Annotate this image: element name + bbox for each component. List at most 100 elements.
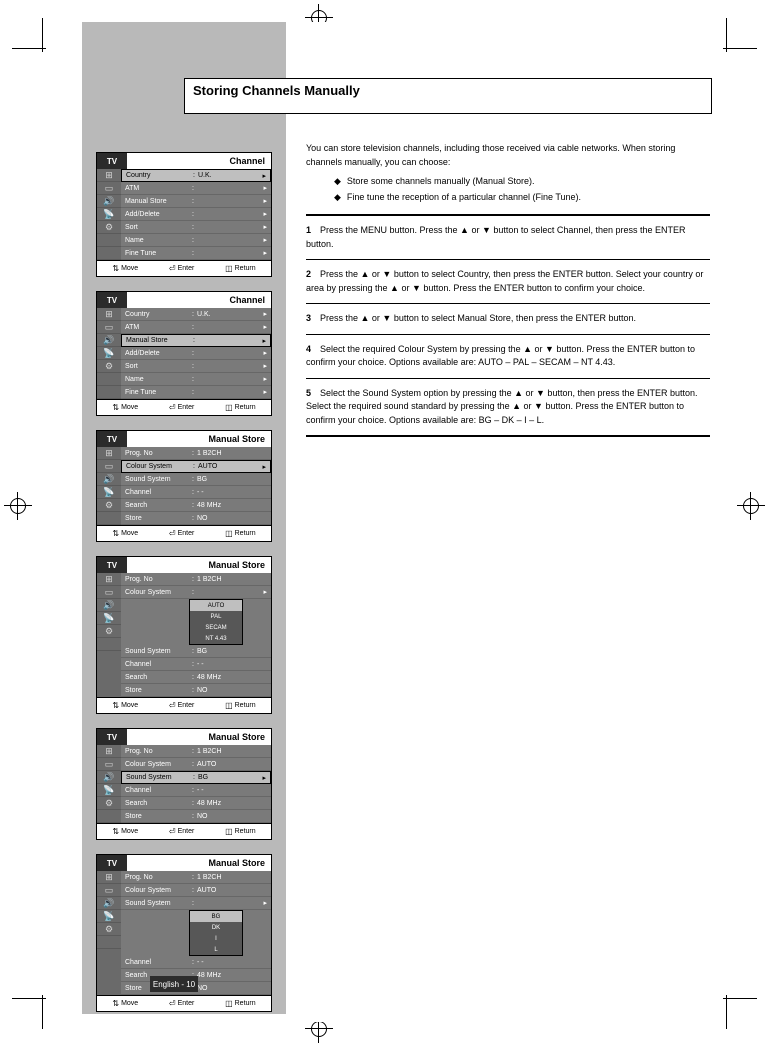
dropdown-option[interactable]: SECAM xyxy=(190,622,242,633)
enter-icon: ⏎ xyxy=(169,529,176,538)
separator xyxy=(306,334,710,335)
menu-row[interactable]: Sort : ▸ xyxy=(121,221,271,234)
menu-row[interactable]: Colour System : AUTO ▸ xyxy=(121,460,271,473)
row-value: 48 MHz xyxy=(197,800,259,807)
menu-row[interactable]: Sound System : BG xyxy=(121,645,271,658)
menu-category-icon: 🔊 xyxy=(97,473,121,486)
chevron-right-icon: ▸ xyxy=(259,349,267,357)
row-value: - - xyxy=(197,959,259,966)
menu-row[interactable]: Colour System : AUTO xyxy=(121,884,271,897)
dropdown-menu[interactable]: AUTOPALSECAMNT 4.43 xyxy=(189,599,243,645)
row-value: - - xyxy=(197,489,259,496)
row-value: U.K. xyxy=(198,172,258,179)
menu-row[interactable]: Store : NO xyxy=(121,512,271,525)
menu-category-icon: 📡 xyxy=(97,612,121,625)
row-label: Sound System xyxy=(126,774,190,781)
menu-category-icon: ⊞ xyxy=(97,447,121,460)
menu-row[interactable]: Colour System : ▸ xyxy=(121,586,271,599)
row-label: Manual Store xyxy=(125,198,189,205)
menu-row[interactable]: Channel : - - xyxy=(121,486,271,499)
chevron-right-icon: ▸ xyxy=(258,337,266,345)
menu-row[interactable]: Search : 48 MHz xyxy=(121,499,271,512)
menu-row[interactable]: Add/Delete : ▸ xyxy=(121,347,271,360)
dropdown-option[interactable]: DK xyxy=(190,922,242,933)
menu-row[interactable]: Channel : - - xyxy=(121,784,271,797)
dropdown-option[interactable]: NT 4.43 xyxy=(190,633,242,644)
menu-row[interactable]: Fine Tune : ▸ xyxy=(121,247,271,260)
menu-row[interactable]: Store : NO xyxy=(121,810,271,823)
tv-badge: TV xyxy=(97,557,127,573)
menu-row[interactable]: Sort : ▸ xyxy=(121,360,271,373)
enter-icon: ⏎ xyxy=(169,264,176,273)
row-label: Search xyxy=(125,502,189,509)
return-icon: ◫ xyxy=(225,701,233,710)
bullet-item: ◆Store some channels manually (Manual St… xyxy=(334,175,710,189)
row-value: NO xyxy=(197,813,259,820)
menu-row[interactable]: Fine Tune : ▸ xyxy=(121,386,271,399)
row-label: Add/Delete xyxy=(125,211,189,218)
menu-row[interactable]: Sound System : BG ▸ xyxy=(121,771,271,784)
menu-row[interactable]: Manual Store : ▸ xyxy=(121,195,271,208)
menu-row[interactable]: ATM : ▸ xyxy=(121,321,271,334)
menu-category-icon: ⚙ xyxy=(97,221,121,234)
row-label: Country xyxy=(126,172,190,179)
menu-row[interactable]: Name : ▸ xyxy=(121,234,271,247)
intro-text: You can store television channels, inclu… xyxy=(306,142,710,204)
enter-icon: ⏎ xyxy=(169,403,176,412)
menu-category-icon: ▭ xyxy=(97,460,121,473)
dropdown-option[interactable]: I xyxy=(190,933,242,944)
menu-category-icon xyxy=(97,936,121,949)
menu-row[interactable]: Sound System : ▸ xyxy=(121,897,271,910)
menu-row[interactable]: Country : U.K. ▸ xyxy=(121,308,271,321)
menu-row[interactable]: Store : NO xyxy=(121,684,271,697)
chevron-right-icon: ▸ xyxy=(258,172,266,180)
menu-row[interactable]: Sound System : BG xyxy=(121,473,271,486)
menu-row[interactable]: Search : 48 MHz xyxy=(121,797,271,810)
tv-menu-card: TV Manual Store⊞▭🔊📡⚙Prog. No : 1 B2CH Co… xyxy=(96,556,272,714)
dropdown-option[interactable]: L xyxy=(190,944,242,955)
row-value: 1 B2CH xyxy=(197,450,259,457)
row-label: ATM xyxy=(125,185,189,192)
row-value: 1 B2CH xyxy=(197,874,259,881)
card-title: Channel xyxy=(127,153,271,169)
menu-row[interactable]: Channel : - - xyxy=(121,956,271,969)
step-5: 5Select the Sound System option by press… xyxy=(306,387,710,428)
menu-row[interactable]: Country : U.K. ▸ xyxy=(121,169,271,182)
dropdown-option[interactable]: AUTO xyxy=(190,600,242,611)
dropdown-option[interactable]: BG xyxy=(190,911,242,922)
page-number: English - 10 xyxy=(150,976,198,992)
updown-icon: ⇅ xyxy=(112,999,119,1008)
chevron-right-icon: ▸ xyxy=(258,774,266,782)
menu-row[interactable]: Search : 48 MHz xyxy=(121,671,271,684)
menu-category-icon: 📡 xyxy=(97,486,121,499)
separator xyxy=(306,378,710,379)
menu-row[interactable]: Prog. No : 1 B2CH xyxy=(121,447,271,460)
menu-row[interactable]: Prog. No : 1 B2CH xyxy=(121,573,271,586)
return-icon: ◫ xyxy=(225,529,233,538)
bullet-item: ◆Fine tune the reception of a particular… xyxy=(334,191,710,205)
menu-row[interactable]: ATM : ▸ xyxy=(121,182,271,195)
row-label: Sort xyxy=(125,224,189,231)
row-label: Store xyxy=(125,687,189,694)
menu-row[interactable]: Channel : - - xyxy=(121,658,271,671)
menu-row[interactable]: Prog. No : 1 B2CH xyxy=(121,871,271,884)
updown-icon: ⇅ xyxy=(112,701,119,710)
menu-row[interactable]: Colour System : AUTO xyxy=(121,758,271,771)
step-4: 4Select the required Colour System by pr… xyxy=(306,343,710,370)
menu-row[interactable]: Add/Delete : ▸ xyxy=(121,208,271,221)
menu-row[interactable]: Prog. No : 1 B2CH xyxy=(121,745,271,758)
menu-category-icon: 🔊 xyxy=(97,897,121,910)
menu-category-icon: ⚙ xyxy=(97,923,121,936)
dropdown-option[interactable]: PAL xyxy=(190,611,242,622)
menu-row[interactable]: Manual Store : ▸ xyxy=(121,334,271,347)
row-label: Colour System xyxy=(125,887,189,894)
menu-category-icon: ▭ xyxy=(97,758,121,771)
menu-category-icon: 📡 xyxy=(97,784,121,797)
dropdown-menu[interactable]: BGDKIL xyxy=(189,910,243,956)
menu-category-icon: ⊞ xyxy=(97,308,121,321)
updown-icon: ⇅ xyxy=(112,264,119,273)
row-label: Prog. No xyxy=(125,748,189,755)
menu-category-icon: ⊞ xyxy=(97,169,121,182)
menu-row[interactable]: Name : ▸ xyxy=(121,373,271,386)
menu-category-icon: 🔊 xyxy=(97,599,121,612)
